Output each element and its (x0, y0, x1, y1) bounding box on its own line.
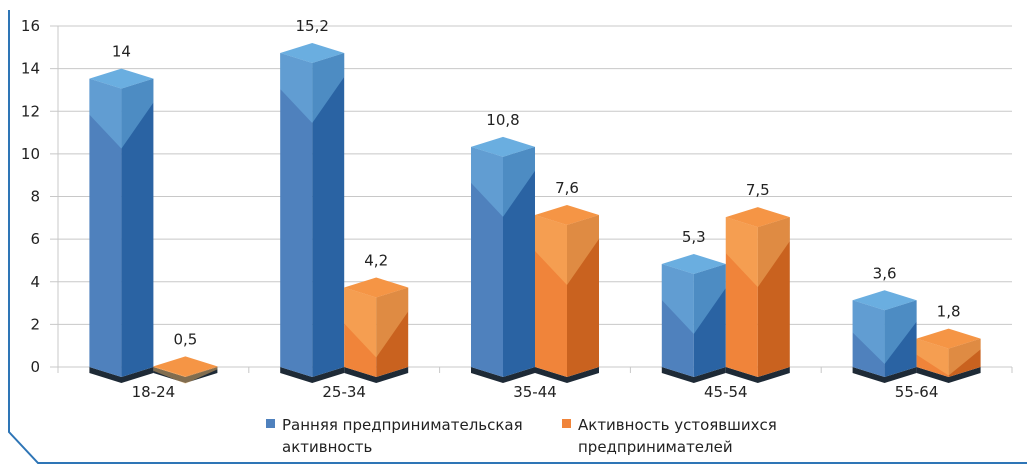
bar-highlight (280, 53, 345, 124)
bar-top-face (852, 290, 917, 311)
bar-side-face (312, 53, 345, 378)
bar-highlight (535, 215, 599, 286)
legend-swatch-blue (266, 419, 275, 428)
bar-side-face (185, 366, 218, 377)
data-label: 3,6 (873, 264, 897, 282)
y-tick-label: 12 (21, 102, 40, 120)
bar-highlight (661, 264, 726, 335)
bar-side-face (757, 217, 790, 377)
data-label: 5,3 (682, 228, 706, 246)
bar-highlight (89, 78, 154, 149)
x-category-label: 45-54 (704, 383, 748, 401)
legend-label: Активность устоявшихся (578, 416, 777, 434)
y-tick-label: 6 (30, 230, 40, 248)
bar-top-face (725, 207, 790, 228)
bar-front-face (280, 53, 313, 378)
data-label: 10,8 (486, 111, 519, 129)
x-category-label: 18-24 (132, 383, 176, 401)
chart-frame (8, 10, 1027, 464)
bar-front-face (344, 287, 377, 377)
bar-top-face (280, 43, 345, 64)
y-tick-label: 2 (30, 315, 40, 333)
data-label: 1,8 (937, 303, 961, 321)
x-category-label: 25-34 (322, 383, 366, 401)
bar-side-face (948, 338, 981, 377)
bar-side-face (503, 146, 535, 377)
y-tick-label: 14 (21, 60, 40, 78)
bar-side-face (121, 78, 154, 377)
legend-label: предпринимателей (578, 438, 733, 456)
legend-label: Ранняя предпринимательская (282, 416, 523, 434)
bar-base (916, 367, 981, 383)
bar-early-18-24 (89, 68, 154, 383)
bar-front-face (725, 217, 758, 377)
bar-established-35-44 (535, 205, 599, 383)
data-label: 7,5 (746, 181, 770, 199)
data-label: 4,2 (364, 251, 388, 269)
data-label: 7,6 (555, 179, 579, 197)
bar-side-face (567, 215, 599, 377)
bar-early-45-54 (661, 254, 726, 383)
data-label: 15,2 (295, 17, 328, 35)
y-tick-label: 10 (21, 145, 40, 163)
bar-top-face (916, 328, 981, 349)
bar-early-35-44 (471, 136, 535, 383)
y-tick-label: 0 (30, 358, 40, 376)
bar-established-25-34 (344, 277, 409, 383)
bar-top-face (471, 136, 535, 157)
bar-top-face (344, 277, 409, 298)
bar-highlight (725, 217, 790, 288)
bar-top-face (535, 205, 599, 226)
bar-top-face (153, 356, 218, 377)
bar-base (89, 367, 154, 383)
bar-base (153, 367, 218, 383)
x-category-label: 55-64 (895, 383, 939, 401)
bar-established-18-24 (153, 356, 218, 384)
bar-front-face (153, 366, 186, 377)
x-category-label: 35-44 (513, 383, 557, 401)
data-label: 14 (112, 43, 131, 61)
bar-established-55-64 (916, 328, 981, 383)
data-label: 0,5 (173, 330, 197, 348)
bar-highlight (153, 366, 218, 384)
legend-label: активность (282, 438, 373, 456)
bar-front-face (661, 264, 694, 377)
bar-established-45-54 (725, 207, 790, 383)
bar-base (852, 367, 917, 383)
bar-top-face (661, 254, 726, 275)
bar-side-face (884, 300, 917, 377)
bar-front-face (471, 146, 503, 377)
bar-top-face (89, 68, 154, 89)
bar-base (661, 367, 726, 383)
y-tick-label: 4 (30, 273, 40, 291)
bar-highlight (344, 287, 409, 358)
bar-front-face (89, 78, 122, 377)
y-tick-label: 8 (30, 188, 40, 206)
bar-highlight (852, 300, 917, 364)
bar-front-face (535, 215, 567, 377)
bar-early-25-34 (280, 43, 345, 383)
legend-swatch-orange (562, 419, 571, 428)
bar-side-face (693, 264, 726, 377)
bar-base (725, 367, 790, 383)
bar-base (471, 367, 535, 383)
bar-side-face (376, 287, 409, 377)
bar-base (535, 367, 599, 383)
bar-base (280, 367, 345, 383)
bar-front-face (852, 300, 885, 377)
bar-base (344, 367, 409, 383)
bar-highlight (916, 338, 981, 376)
bar-highlight (471, 146, 535, 217)
bar-front-face (916, 338, 949, 377)
bar-early-55-64 (852, 290, 917, 383)
y-tick-label: 16 (21, 17, 40, 35)
